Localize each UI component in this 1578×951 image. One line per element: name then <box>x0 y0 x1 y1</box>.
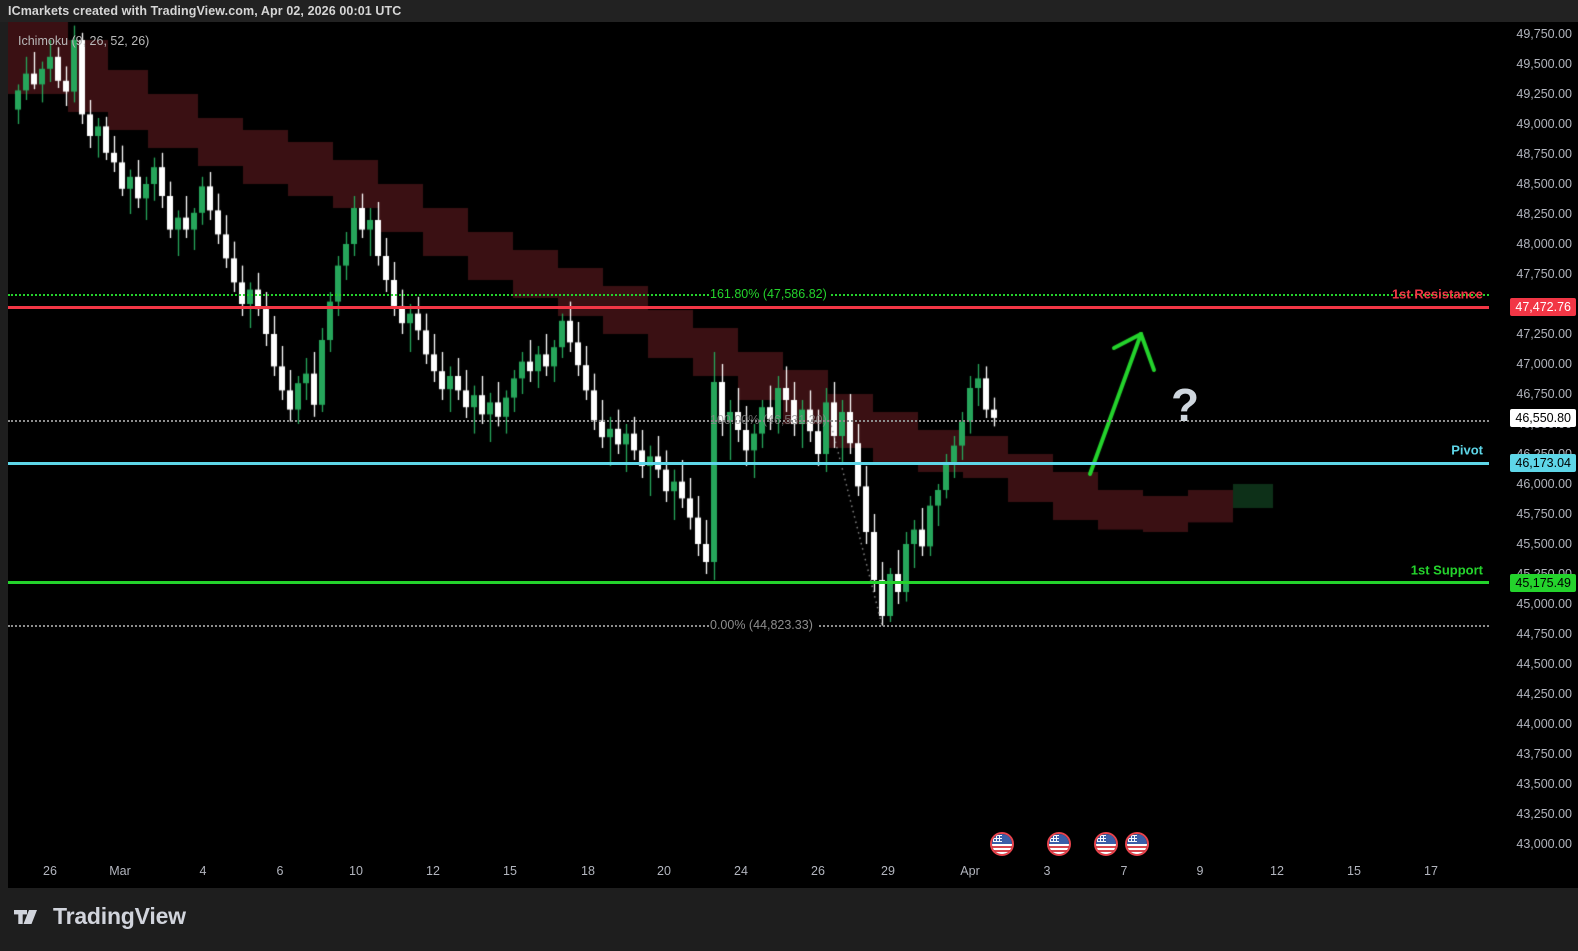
tradingview-logo: TradingView <box>14 903 186 930</box>
time-axis-tick: 12 <box>1270 864 1284 878</box>
price-axis-tick: 44,500.00 <box>1516 657 1572 671</box>
price-axis-tick: 48,000.00 <box>1516 237 1572 251</box>
price-axis-tick: 46,000.00 <box>1516 477 1572 491</box>
time-axis-tick: 20 <box>657 864 671 878</box>
price-axis-tick: 48,500.00 <box>1516 177 1572 191</box>
time-axis-tick: 26 <box>811 864 825 878</box>
price-axis-tick: 45,000.00 <box>1516 597 1572 611</box>
price-axis-tick: 45,750.00 <box>1516 507 1572 521</box>
axis-corner <box>1489 856 1578 888</box>
price-axis-tick: 43,000.00 <box>1516 837 1572 851</box>
time-axis-tick: Apr <box>960 864 980 878</box>
time-axis-tick: 26 <box>43 864 57 878</box>
time-axis-tick: 17 <box>1424 864 1438 878</box>
time-axis-tick: 3 <box>1043 864 1051 878</box>
fibonacci-level-label: 161.80% (47,586.82) <box>710 286 831 301</box>
price-level-name: 1st Support <box>1410 562 1483 578</box>
last-price-badge[interactable]: 46,550.80 <box>1510 408 1576 427</box>
economic-event-marker[interactable] <box>1125 832 1149 856</box>
price-axis-tick: 47,000.00 <box>1516 357 1572 371</box>
economic-event-marker[interactable] <box>1094 832 1118 856</box>
price-axis-tick: 49,250.00 <box>1516 87 1572 101</box>
price-axis-tick: 44,250.00 <box>1516 687 1572 701</box>
fibonacci-level-line <box>8 420 1489 423</box>
price-level-badge[interactable]: 47,472.76 <box>1510 298 1576 317</box>
time-axis-tick: 6 <box>276 864 284 878</box>
time-axis-tick: 15 <box>503 864 517 878</box>
price-axis[interactable]: 49,750.00 49,500.00 49,250.00 49,000.00 48,7… <box>1489 22 1578 856</box>
price-axis-tick: 44,000.00 <box>1516 717 1572 731</box>
price-level-line[interactable] <box>8 581 1489 585</box>
price-axis-tick: 46,750.00 <box>1516 387 1572 401</box>
time-axis-tick: 7 <box>1120 864 1128 878</box>
price-axis-tick: 49,000.00 <box>1516 117 1572 131</box>
time-axis-tick: 15 <box>1347 864 1361 878</box>
price-axis-tick: 43,250.00 <box>1516 807 1572 821</box>
fibonacci-level-label: 100.00% (46,531.30) <box>710 413 827 428</box>
price-level-line[interactable] <box>8 305 1489 309</box>
time-axis-tick: 10 <box>349 864 363 878</box>
price-axis-tick: 48,250.00 <box>1516 207 1572 221</box>
price-axis-tick: 43,500.00 <box>1516 777 1572 791</box>
time-axis-tick: 24 <box>734 864 748 878</box>
fibonacci-level-label: 0.00% (44,823.33) <box>710 618 817 633</box>
price-level-line[interactable] <box>8 461 1489 465</box>
price-axis-tick: 45,500.00 <box>1516 537 1572 551</box>
price-axis-tick: 48,750.00 <box>1516 147 1572 161</box>
economic-event-marker[interactable] <box>1047 832 1071 856</box>
price-axis-tick: 49,750.00 <box>1516 27 1572 41</box>
chart-plot-area[interactable]: Ichimoku (9, 26, 52, 26) 161.80% (47,586… <box>8 22 1489 856</box>
price-axis-tick: 49,500.00 <box>1516 57 1572 71</box>
price-level-name: Pivot <box>1451 442 1483 458</box>
time-axis[interactable]: 26 Mar 4 6 10 12 15 18 20 24 26 29 Apr 3 7 9 12 15 17 <box>8 832 1489 888</box>
price-axis-tick: 47,250.00 <box>1516 327 1572 341</box>
time-axis-tick: Mar <box>109 864 131 878</box>
time-axis-tick: 18 <box>581 864 595 878</box>
ichimoku-legend[interactable]: Ichimoku (9, 26, 52, 26) <box>18 34 150 48</box>
price-level-badge[interactable]: 46,173.04 <box>1510 454 1576 473</box>
chart-header: ICmarkets created with TradingView.com, … <box>0 0 1578 22</box>
question-mark-annotation: ? <box>1171 379 1200 431</box>
tradingview-mark-icon <box>14 909 37 924</box>
price-axis-tick: 44,750.00 <box>1516 627 1572 641</box>
tradingview-wordmark: TradingView <box>53 903 186 929</box>
time-axis-tick: 9 <box>1196 864 1204 878</box>
price-level-name: 1st Resistance <box>1391 286 1483 302</box>
price-axis-tick: 47,750.00 <box>1516 267 1572 281</box>
attribution-text: ICmarkets created with TradingView.com, … <box>8 4 402 18</box>
time-axis-tick: 12 <box>426 864 440 878</box>
chart-footer <box>0 888 1578 951</box>
price-axis-tick: 43,750.00 <box>1516 747 1572 761</box>
time-axis-tick: 4 <box>199 864 207 878</box>
time-axis-tick: 29 <box>881 864 895 878</box>
economic-event-marker[interactable] <box>990 832 1014 856</box>
candlestick-canvas <box>8 22 1489 856</box>
price-level-badge[interactable]: 45,175.49 <box>1510 573 1576 592</box>
